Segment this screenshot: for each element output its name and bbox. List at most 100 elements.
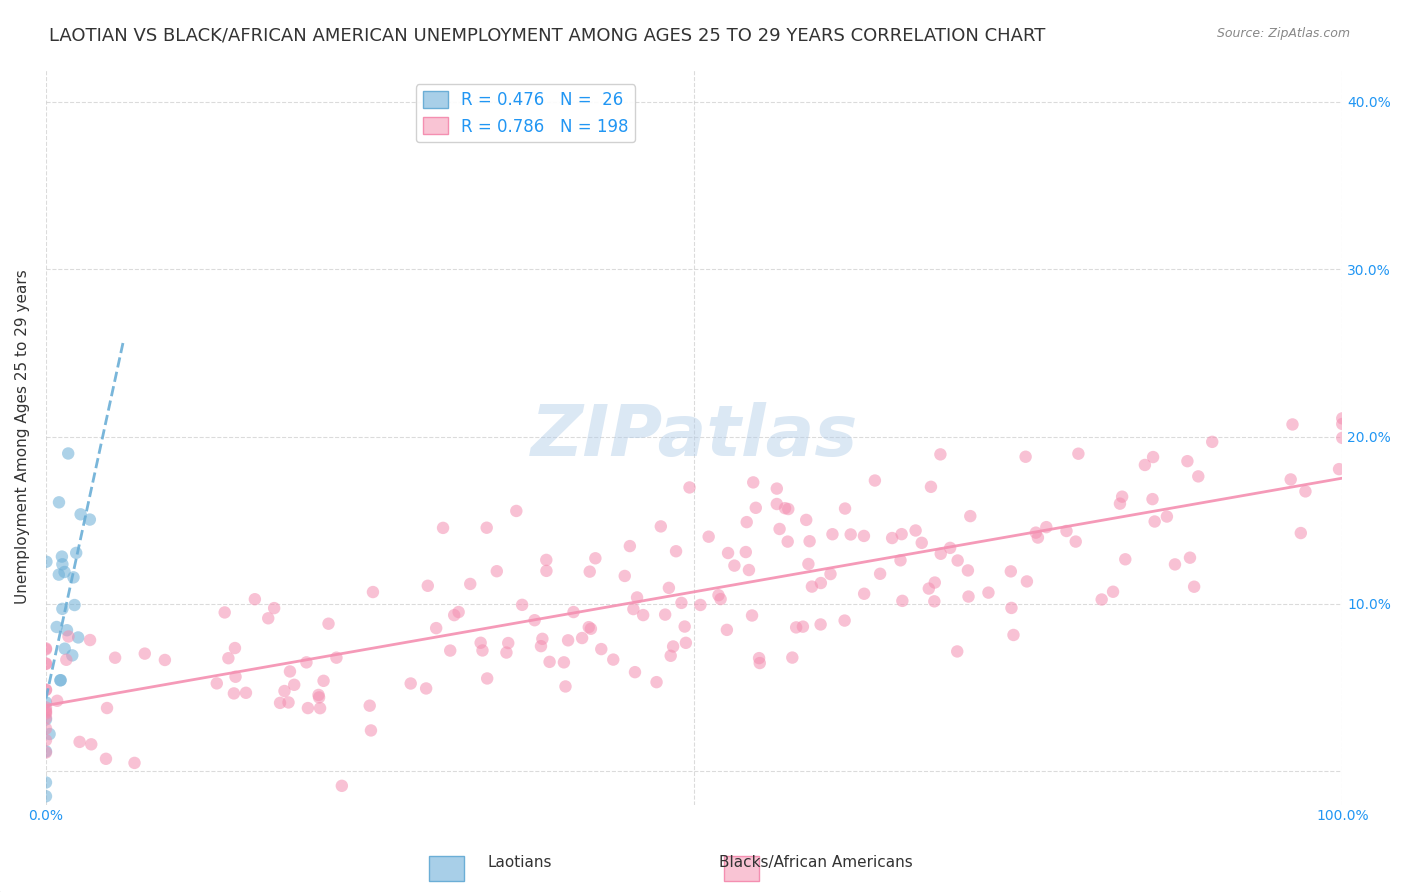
Point (675, 636, 697, 650)
Point (924, 575, 946, 590)
Point (671, 596, 693, 610)
Point (432, 521, 454, 535)
Point (416, 579, 439, 593)
Point (591, 642, 613, 657)
Point (697, 530, 720, 544)
Point (60, 648, 83, 663)
Y-axis label: Unemployment Among Ages 25 to 29 years: Unemployment Among Ages 25 to 29 years (15, 269, 30, 604)
Point (1331, 411, 1354, 425)
Point (557, 633, 579, 648)
Text: Blacks/African Americans: Blacks/African Americans (718, 855, 912, 870)
Point (46, 694, 69, 708)
Point (658, 581, 681, 595)
FancyBboxPatch shape (429, 856, 464, 881)
Point (621, 602, 644, 616)
Point (890, 527, 912, 541)
Point (1109, 497, 1132, 511)
Point (645, 675, 668, 690)
Point (571, 631, 593, 645)
Point (1201, 434, 1223, 449)
Point (65, 546, 87, 560)
Point (821, 527, 844, 541)
Text: LAOTIAN VS BLACK/AFRICAN AMERICAN UNEMPLOYMENT AMONG AGES 25 TO 29 YEARS CORRELA: LAOTIAN VS BLACK/AFRICAN AMERICAN UNEMPL… (49, 27, 1046, 45)
Point (734, 545, 756, 559)
Point (269, 696, 291, 710)
Point (778, 502, 800, 516)
Point (1294, 484, 1316, 499)
Point (523, 613, 546, 627)
Point (243, 592, 266, 607)
Point (35, 642, 58, 657)
Point (425, 621, 447, 635)
Text: ZIPatlas: ZIPatlas (530, 402, 858, 471)
Point (67, 631, 90, 645)
Legend: R = 0.476   N =  26, R = 0.786   N = 198: R = 0.476 N = 26, R = 0.786 N = 198 (416, 84, 636, 142)
Point (773, 501, 796, 516)
Point (361, 585, 384, 599)
Point (1114, 552, 1136, 566)
Point (257, 611, 280, 625)
Point (748, 656, 770, 670)
Point (80, 737, 103, 751)
Point (530, 639, 553, 653)
Point (475, 521, 498, 535)
Point (510, 598, 533, 612)
Point (1026, 531, 1049, 545)
Point (882, 531, 904, 545)
Point (834, 501, 856, 516)
Point (738, 563, 761, 577)
Point (308, 690, 330, 705)
Point (707, 588, 730, 602)
Point (1091, 592, 1114, 607)
Point (134, 647, 156, 661)
Point (1281, 417, 1303, 432)
Point (360, 723, 382, 738)
Point (1164, 558, 1187, 572)
Point (124, 756, 146, 770)
Point (782, 650, 804, 665)
Point (765, 497, 787, 511)
Point (1142, 492, 1164, 507)
Point (678, 480, 700, 494)
Point (55, 653, 77, 667)
Point (1056, 524, 1078, 538)
Point (79, 633, 101, 648)
Point (273, 684, 295, 698)
Point (554, 680, 576, 694)
Point (939, 541, 962, 555)
Point (295, 656, 318, 670)
Point (1025, 525, 1047, 540)
Point (834, 614, 856, 628)
Point (624, 665, 647, 680)
Point (654, 607, 676, 622)
Point (710, 592, 733, 607)
Point (562, 605, 585, 619)
Point (924, 594, 946, 608)
Point (918, 582, 941, 596)
Point (673, 619, 696, 633)
Point (717, 546, 740, 560)
Point (1111, 490, 1133, 504)
Point (495, 646, 517, 660)
Point (278, 665, 301, 679)
Point (35, 657, 58, 671)
Point (723, 558, 745, 573)
Point (852, 529, 875, 543)
Point (626, 591, 648, 605)
Point (619, 539, 641, 553)
Point (957, 590, 980, 604)
Point (277, 695, 299, 709)
Point (1002, 628, 1025, 642)
Point (650, 519, 672, 533)
Point (1000, 601, 1022, 615)
Point (205, 676, 228, 690)
Point (62, 570, 84, 584)
Point (1331, 431, 1354, 445)
Point (439, 643, 461, 657)
Point (96, 701, 118, 715)
Point (579, 622, 602, 636)
Point (51, 549, 73, 564)
Point (946, 553, 969, 567)
Point (485, 564, 508, 578)
Text: Source: ZipAtlas.com: Source: ZipAtlas.com (1216, 27, 1350, 40)
